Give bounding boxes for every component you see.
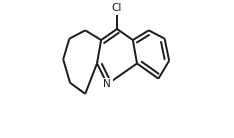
Text: Cl: Cl bbox=[112, 3, 122, 13]
Text: N: N bbox=[103, 79, 111, 89]
